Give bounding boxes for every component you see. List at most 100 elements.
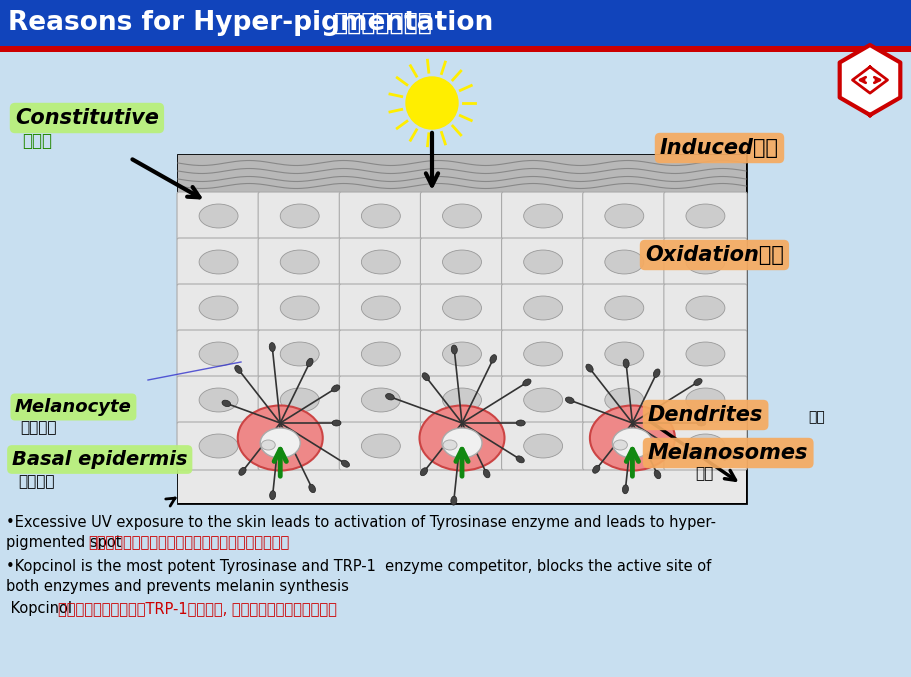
Ellipse shape: [280, 296, 319, 320]
Ellipse shape: [327, 387, 335, 395]
FancyBboxPatch shape: [501, 330, 584, 378]
Ellipse shape: [523, 204, 562, 228]
FancyBboxPatch shape: [258, 192, 341, 240]
Ellipse shape: [613, 440, 627, 450]
FancyBboxPatch shape: [663, 284, 746, 332]
Text: •Excessive UV exposure to the skin leads to activation of Tyrosinase enzyme and : •Excessive UV exposure to the skin leads…: [6, 515, 715, 530]
FancyBboxPatch shape: [663, 238, 746, 286]
Text: •Kopcinol is the most potent Tyrosinase and TRP-1  enzyme competitor, blocks the: •Kopcinol is the most potent Tyrosinase …: [6, 559, 711, 574]
FancyBboxPatch shape: [420, 238, 503, 286]
FancyBboxPatch shape: [582, 330, 665, 378]
Ellipse shape: [442, 296, 481, 320]
Text: pigmented spot: pigmented spot: [6, 535, 126, 550]
Text: 是最有效的酰氨酸酶和TRP-1酶的对手, 阻碍激活点防止黑素合成。: 是最有效的酰氨酸酶和TRP-1酶的对手, 阻碍激活点防止黑素合成。: [58, 601, 337, 616]
Ellipse shape: [611, 428, 651, 458]
Ellipse shape: [515, 384, 523, 391]
Ellipse shape: [523, 434, 562, 458]
FancyBboxPatch shape: [177, 238, 260, 286]
FancyBboxPatch shape: [420, 284, 503, 332]
Ellipse shape: [239, 466, 246, 475]
Ellipse shape: [442, 204, 481, 228]
Ellipse shape: [489, 483, 496, 492]
Ellipse shape: [261, 440, 275, 450]
Bar: [0, 46, 911, 52]
FancyBboxPatch shape: [177, 192, 260, 240]
Ellipse shape: [418, 471, 425, 479]
Ellipse shape: [523, 296, 562, 320]
FancyBboxPatch shape: [663, 330, 746, 378]
Text: Constitutive: Constitutive: [15, 108, 159, 128]
Ellipse shape: [558, 395, 567, 401]
FancyBboxPatch shape: [258, 422, 341, 470]
Ellipse shape: [199, 204, 238, 228]
Bar: [178, 469, 745, 503]
Ellipse shape: [442, 342, 481, 366]
FancyBboxPatch shape: [258, 376, 341, 424]
FancyBboxPatch shape: [177, 422, 260, 470]
Ellipse shape: [199, 388, 238, 412]
Ellipse shape: [271, 477, 277, 486]
FancyBboxPatch shape: [339, 284, 422, 332]
FancyBboxPatch shape: [663, 376, 746, 424]
Ellipse shape: [623, 363, 629, 372]
Ellipse shape: [513, 454, 521, 461]
Ellipse shape: [237, 369, 244, 377]
Ellipse shape: [491, 351, 498, 359]
Text: 黑素细胞: 黑素细胞: [20, 420, 56, 435]
FancyBboxPatch shape: [420, 376, 503, 424]
Ellipse shape: [685, 342, 724, 366]
Bar: [0, 0, 911, 46]
Ellipse shape: [361, 296, 400, 320]
Ellipse shape: [419, 406, 504, 471]
Text: 色素沉积的原因: 色素沉积的原因: [333, 11, 432, 35]
FancyBboxPatch shape: [582, 238, 665, 286]
Ellipse shape: [280, 342, 319, 366]
Ellipse shape: [589, 470, 596, 477]
Ellipse shape: [604, 388, 643, 412]
Text: Basal epidermis: Basal epidermis: [12, 450, 188, 469]
Ellipse shape: [280, 388, 319, 412]
Ellipse shape: [442, 388, 481, 412]
Ellipse shape: [280, 434, 319, 458]
FancyBboxPatch shape: [420, 192, 503, 240]
Ellipse shape: [695, 462, 703, 468]
Ellipse shape: [654, 366, 661, 374]
Ellipse shape: [204, 394, 212, 400]
Text: Oxidation氧化: Oxidation氧化: [644, 245, 783, 265]
Text: Induced引诱: Induced引诱: [660, 138, 778, 158]
Ellipse shape: [442, 428, 482, 458]
FancyBboxPatch shape: [339, 192, 422, 240]
Ellipse shape: [199, 434, 238, 458]
Ellipse shape: [390, 395, 399, 401]
FancyBboxPatch shape: [258, 330, 341, 378]
FancyBboxPatch shape: [339, 376, 422, 424]
Circle shape: [405, 77, 457, 129]
Ellipse shape: [604, 434, 643, 458]
FancyBboxPatch shape: [339, 422, 422, 470]
Ellipse shape: [604, 342, 643, 366]
Ellipse shape: [685, 250, 724, 274]
Ellipse shape: [199, 296, 238, 320]
Ellipse shape: [589, 368, 596, 376]
Ellipse shape: [280, 250, 319, 274]
Ellipse shape: [260, 428, 300, 458]
Text: both enzymes and prevents melanin synthesis: both enzymes and prevents melanin synthe…: [6, 579, 349, 594]
Ellipse shape: [604, 250, 643, 274]
Ellipse shape: [452, 485, 457, 494]
Ellipse shape: [333, 420, 342, 426]
FancyBboxPatch shape: [582, 192, 665, 240]
Ellipse shape: [604, 296, 643, 320]
FancyBboxPatch shape: [582, 284, 665, 332]
FancyBboxPatch shape: [177, 376, 260, 424]
Text: 树类: 树类: [807, 410, 824, 424]
Ellipse shape: [199, 342, 238, 366]
Text: Melanocyte: Melanocyte: [15, 398, 132, 416]
Text: 表皮基底: 表皮基底: [18, 474, 55, 489]
FancyBboxPatch shape: [420, 330, 503, 378]
Ellipse shape: [663, 489, 670, 498]
FancyBboxPatch shape: [582, 422, 665, 470]
Ellipse shape: [523, 388, 562, 412]
FancyBboxPatch shape: [582, 376, 665, 424]
FancyBboxPatch shape: [501, 192, 584, 240]
Bar: [178, 155, 745, 193]
